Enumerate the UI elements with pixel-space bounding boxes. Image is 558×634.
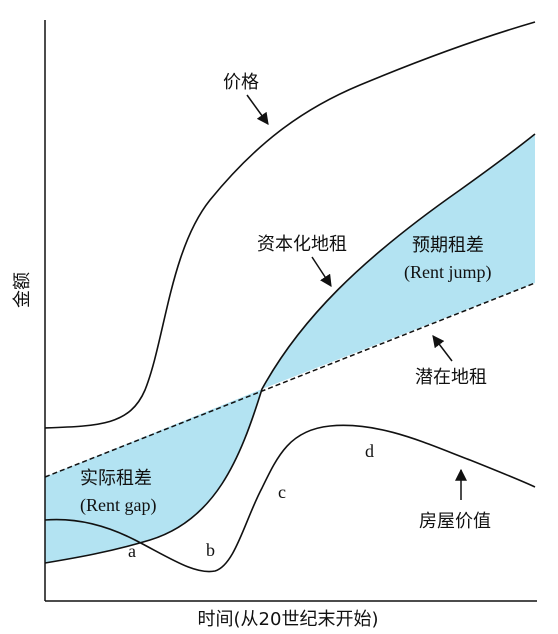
y-axis-label: 金额 [12, 272, 33, 308]
point-a-label: a [128, 541, 136, 561]
capitalized-rent-curve [44, 133, 536, 564]
capitalized-rent-arrow [311, 256, 332, 288]
capitalized-rent-label: 资本化地租 [257, 234, 347, 255]
price-label: 价格 [223, 72, 259, 93]
potential-rent-arrow [432, 335, 453, 362]
x-axis-label: 时间(从20世纪末开始) [198, 609, 379, 630]
potential-rent-label: 潜在地租 [415, 367, 487, 388]
rent-jump-en-label: (Rent jump) [404, 262, 492, 283]
rent-jump-label: 预期租差 [412, 235, 484, 256]
point-d-label: d [365, 441, 374, 461]
price-arrow [246, 94, 269, 125]
rent-gap-label: 实际租差 [80, 468, 152, 489]
point-b-label: b [206, 540, 215, 560]
house-value-curve [44, 424, 536, 573]
price-curve [44, 21, 536, 429]
house-value-label: 房屋价值 [419, 511, 491, 532]
rent-gap-en-label: (Rent gap) [80, 495, 156, 516]
point-c-label: c [278, 482, 286, 502]
rent-jump-area [262, 134, 535, 389]
rent-gap-area [45, 389, 262, 563]
